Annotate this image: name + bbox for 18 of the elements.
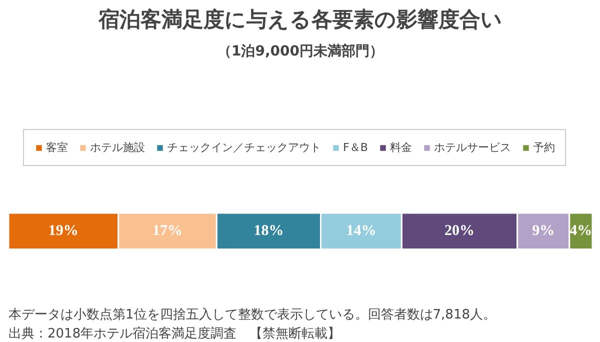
data-label: 20% [444, 223, 475, 240]
data-label: 17% [152, 223, 183, 240]
legend-label: 予約 [532, 140, 555, 155]
legend-label: 客室 [46, 140, 68, 155]
legend-label: F＆B [343, 140, 368, 155]
chart-title: 宿泊客満足度に与える各要素の影響度合い [98, 8, 502, 32]
data-label: 18% [254, 223, 284, 240]
text: 本データは小数点第1位を四捨五入して整数で表示している。回答者数は7,818人。 [8, 308, 496, 322]
legend-label: ホテル施設 [90, 140, 145, 155]
data-label: 19% [48, 223, 78, 240]
legend-label: ホテルサービス [434, 140, 511, 155]
legend-label: 料金 [390, 140, 412, 155]
source-note: 出典：2018年ホテル宿泊客満足度調査 【禁無断転載】 [8, 326, 341, 342]
data-label: 9% [532, 223, 555, 240]
chart-subtitle: （1泊9,000円未満部門） [217, 42, 384, 60]
legend-label: チェックイン／チェックアウト [167, 140, 321, 155]
data-label: 14% [346, 223, 376, 240]
data-label: 4% [570, 223, 592, 240]
